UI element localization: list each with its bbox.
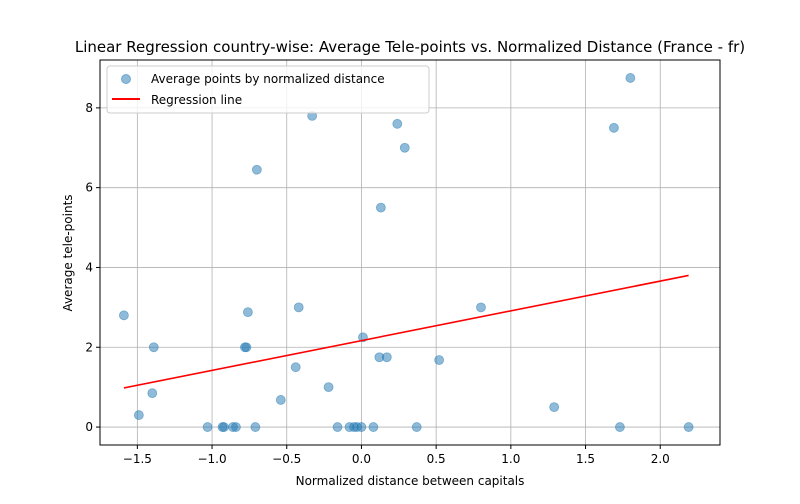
scatter-point bbox=[231, 422, 241, 432]
scatter-point bbox=[250, 422, 261, 432]
x-tick-label: 1.5 bbox=[576, 452, 595, 466]
scatter-point bbox=[251, 164, 262, 175]
legend: Average points by normalized distance Re… bbox=[106, 65, 430, 114]
scatter-point bbox=[243, 307, 253, 318]
scatter-point bbox=[399, 142, 410, 153]
legend-box bbox=[106, 65, 430, 114]
scatter-point bbox=[147, 388, 158, 399]
scatter-point bbox=[625, 73, 636, 83]
scatter-point bbox=[293, 302, 304, 313]
x-tick-label: 0.0 bbox=[352, 452, 371, 466]
scatter-point bbox=[290, 362, 301, 373]
scatter-point bbox=[368, 422, 379, 432]
y-axis-label: Average tele-points bbox=[61, 194, 75, 311]
chart-title: Linear Regression country-wise: Average … bbox=[75, 38, 745, 56]
scatter-point bbox=[411, 422, 422, 432]
scatter-point bbox=[133, 410, 144, 420]
scatter-point bbox=[683, 422, 694, 432]
regression-line bbox=[123, 274, 689, 389]
legend-scatter-marker bbox=[121, 74, 131, 84]
scatter-point bbox=[549, 402, 560, 412]
legend-regression-label: Regression line bbox=[151, 93, 242, 107]
scatter-point bbox=[332, 422, 343, 432]
y-tick-label: 4 bbox=[85, 260, 93, 274]
x-tick-label: −0.5 bbox=[272, 452, 301, 466]
legend-scatter-label: Average points by normalized distance bbox=[151, 72, 385, 86]
scatter-point bbox=[609, 122, 619, 133]
y-tick-label: 6 bbox=[85, 181, 93, 195]
x-axis-label: Normalized distance between capitals bbox=[296, 474, 525, 488]
scatter-point bbox=[119, 310, 129, 321]
scatter-point bbox=[375, 202, 386, 213]
y-tick-label: 8 bbox=[85, 101, 93, 115]
scatter-point bbox=[392, 118, 403, 129]
scatter-point bbox=[323, 382, 334, 393]
scatter-point bbox=[615, 422, 625, 432]
scatter-point bbox=[434, 355, 445, 365]
x-tick-label: 1.0 bbox=[501, 452, 520, 466]
axis-layer: −1.5 −1.0 −0.5 0.0 0.5 1.0 1.5 2.0 0 2 4 6 8 bbox=[85, 101, 669, 466]
scatter-point bbox=[476, 302, 486, 313]
y-tick-label: 0 bbox=[85, 420, 93, 434]
data-layer bbox=[119, 73, 694, 432]
x-tick-label: 2.0 bbox=[651, 452, 670, 466]
x-tick-label: 0.5 bbox=[427, 452, 446, 466]
x-tick-label: −1.5 bbox=[123, 452, 152, 466]
scatter-point bbox=[275, 395, 286, 405]
scatter-point bbox=[202, 422, 213, 432]
x-tick-label: −1.0 bbox=[197, 452, 226, 466]
y-tick-label: 2 bbox=[85, 340, 93, 354]
scatter-point bbox=[381, 352, 392, 363]
scatter-point bbox=[219, 422, 229, 432]
plot-frame bbox=[99, 59, 721, 446]
scatter-point bbox=[148, 342, 159, 353]
scatter-point bbox=[356, 422, 367, 432]
scatter-point bbox=[241, 342, 252, 353]
